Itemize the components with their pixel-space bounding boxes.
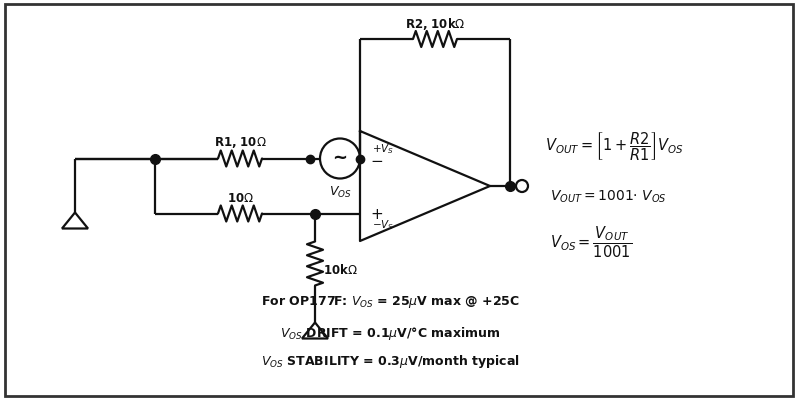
Text: $V_{OS}$ STABILITY = 0.3$\mu$V/month typical: $V_{OS}$ STABILITY = 0.3$\mu$V/month typ…: [261, 352, 519, 370]
Text: $V_{OUT} = \left[1 + \dfrac{R2}{R1}\right]V_{OS}$: $V_{OUT} = \left[1 + \dfrac{R2}{R1}\righ…: [545, 130, 684, 163]
Text: R1, 10$\Omega$: R1, 10$\Omega$: [214, 135, 267, 150]
Text: $V_{OS} = \dfrac{V_{OUT}}{1001}$: $V_{OS} = \dfrac{V_{OUT}}{1001}$: [550, 224, 632, 259]
Text: R2, 10k$\Omega$: R2, 10k$\Omega$: [405, 16, 465, 32]
Text: $+V_S$: $+V_S$: [372, 142, 394, 156]
Text: $V_{OS}$: $V_{OS}$: [329, 184, 351, 199]
Text: 10k$\Omega$: 10k$\Omega$: [323, 262, 358, 276]
Text: $V_{OS}$ DRIFT = 0.1$\mu$V/°C maximum: $V_{OS}$ DRIFT = 0.1$\mu$V/°C maximum: [280, 325, 500, 342]
Text: $-$: $-$: [370, 152, 383, 166]
FancyBboxPatch shape: [5, 5, 793, 396]
Text: ~: ~: [333, 148, 347, 166]
Circle shape: [516, 180, 528, 192]
Text: 10$\Omega$: 10$\Omega$: [227, 192, 254, 205]
Text: $V_{OUT} = 1001{\cdot}\ V_{OS}$: $V_{OUT} = 1001{\cdot}\ V_{OS}$: [550, 188, 667, 205]
Text: $-V_S$: $-V_S$: [372, 218, 394, 231]
Text: For OP177F: $V_{OS}$ = 25$\mu$V max @ +25C: For OP177F: $V_{OS}$ = 25$\mu$V max @ +2…: [261, 293, 519, 309]
Text: $+$: $+$: [370, 207, 383, 221]
